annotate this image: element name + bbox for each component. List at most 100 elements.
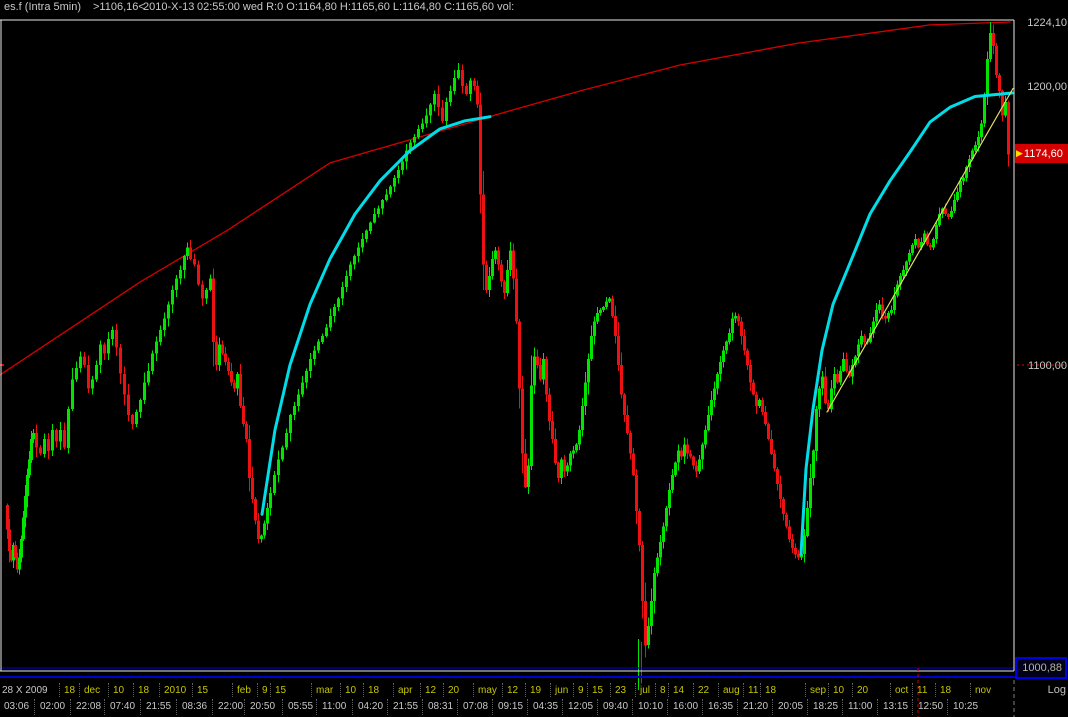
axis-separator [133,683,134,697]
time-axis-label: 05:55 [288,701,314,712]
axis-separator [108,683,109,697]
date-axis-label: 12 [425,685,437,696]
date-axis-label: apr [398,685,413,696]
time-axis-label: 07:08 [463,701,489,712]
date-axis-label: aug [723,685,740,696]
axis-separator [772,699,773,715]
axis-separator [212,699,213,715]
date-axis-label: may [478,685,497,696]
axis-separator [573,683,574,697]
axis-separator [635,683,636,697]
axis-separator [970,683,971,697]
axis-separator [912,683,913,697]
axis-separator [912,699,913,715]
axis-separator [760,683,761,697]
time-axis-label: 08:36 [182,701,208,712]
axis-separator [316,699,317,715]
time-axis-label: 21:20 [743,701,769,712]
date-axis-label: sep [810,685,827,696]
time-axis-label: 11:00 [322,701,347,712]
last-price-value: 1174,60 [1023,147,1063,160]
time-axis-label: 04:20 [358,701,384,712]
date-axis-label: 8 [660,685,666,696]
axis-separator [340,683,341,697]
date-axis-label: 14 [673,685,685,696]
axis-separator [140,699,141,715]
axis-separator [34,699,35,715]
date-axis-label: 9 [262,685,268,696]
time-axis-label: 07:40 [110,701,136,712]
date-axis-label: nov [975,685,992,696]
time-axis-label: 04:35 [533,701,559,712]
axis-separator [311,683,312,697]
axis-separator [610,683,611,697]
date-axis-label: 18 [940,685,952,696]
axis-separator [805,683,806,697]
axis-separator [743,683,744,697]
time-axis-label: 16:00 [673,701,699,712]
time-axis-label: 21:55 [146,701,172,712]
axis-separator [492,699,493,715]
axis-separator [702,699,703,715]
axis-separator [632,699,633,715]
date-axis-label: 12 [507,685,519,696]
time-axis-label: 13:15 [883,701,909,712]
date-axis-label: mar [316,685,334,696]
date-axis-label: 18 [368,685,380,696]
axis-separator [422,699,423,715]
time-axis-label: 12:50 [918,701,944,712]
axis-separator [443,683,444,697]
symbol-timeframe-label: es.f (Intra 5min) [4,1,82,13]
axis-separator [176,699,177,715]
date-axis-label: 22 [698,685,710,696]
date-axis-label: 10 [345,685,357,696]
axis-separator [244,699,245,715]
time-axis-label: 10:25 [953,701,979,712]
session-ohlc-stats: 02:55:00 wed R:0 O:1164,80 H:1165,60 L:1… [197,1,515,13]
axis-separator [655,683,656,697]
axis-separator [852,683,853,697]
axis-separator [232,683,233,697]
axis-separator [718,683,719,697]
axis-separator [192,683,193,697]
axis-separator [693,683,694,697]
date-axis-label: 20 [857,685,869,696]
axis-separator [270,683,271,697]
axis-separator [527,699,528,715]
time-axis-label: 21:55 [393,701,419,712]
date-axis-label: 19 [530,685,542,696]
date-axis-label: 18 [765,685,777,696]
axis-separator [587,683,588,697]
time-axis-label: 20:50 [250,701,276,712]
date-axis-label: 15 [275,685,287,696]
axis-separator [352,699,353,715]
time-axis-label: 03:06 [4,701,30,712]
time-axis-label: 16:35 [708,701,734,712]
axis-separator [550,683,551,697]
axis-separator [935,683,936,697]
time-axis-label: 09:15 [498,701,524,712]
log-scale-label: Log [1047,684,1066,696]
axis-separator [393,683,394,697]
time-axis-label: 20:05 [778,701,804,712]
time-axis-label: 18:25 [813,701,839,712]
axis-separator [159,683,160,697]
date-axis-label: dec [84,685,101,696]
axis-separator [104,699,105,715]
time-axis-label: 09:40 [603,701,629,712]
axis-separator [947,699,948,715]
time-axis-label: 02:00 [40,701,66,712]
date-axis-label: 2010 [164,685,187,696]
price-axis-label: 1100,00 [1028,360,1067,372]
axis-separator [597,699,598,715]
axis-separator [473,683,474,697]
date-axis-label: 10 [113,685,125,696]
date-axis-label: 20 [448,685,460,696]
date-axis-label: oct [895,685,909,696]
price-axis-label: 1224,10 [1027,17,1067,29]
date-axis-label: 28 X 2009 [2,685,48,696]
time-axis-label: 08:31 [428,701,454,712]
price-arrow-icon: ▶ [1016,148,1023,158]
last-price-tag: ▶ 1174,60 [1015,144,1068,163]
